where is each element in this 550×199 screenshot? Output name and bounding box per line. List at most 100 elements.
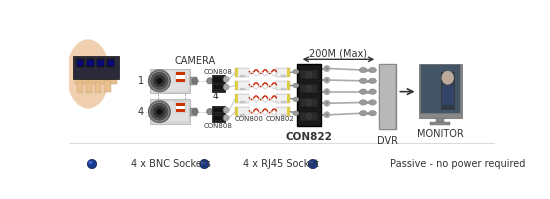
- Bar: [213, 84, 223, 90]
- Bar: [421, 65, 460, 113]
- Ellipse shape: [148, 101, 170, 122]
- Bar: [235, 94, 239, 103]
- Ellipse shape: [359, 89, 367, 94]
- Ellipse shape: [359, 100, 367, 105]
- Bar: [240, 101, 245, 103]
- Text: Passive - no power required: Passive - no power required: [390, 159, 526, 169]
- Bar: [214, 108, 222, 112]
- Ellipse shape: [151, 103, 168, 120]
- Bar: [235, 81, 239, 90]
- Ellipse shape: [306, 72, 312, 78]
- Ellipse shape: [200, 159, 209, 169]
- Bar: [152, 101, 189, 122]
- Bar: [235, 68, 239, 77]
- Bar: [240, 114, 245, 116]
- Ellipse shape: [67, 39, 110, 109]
- Ellipse shape: [368, 67, 376, 73]
- Ellipse shape: [310, 161, 314, 164]
- Ellipse shape: [368, 78, 376, 84]
- Bar: [442, 86, 454, 105]
- Ellipse shape: [306, 99, 312, 105]
- Ellipse shape: [153, 105, 166, 118]
- Bar: [300, 112, 317, 121]
- Bar: [97, 59, 104, 67]
- Bar: [175, 103, 185, 112]
- Bar: [107, 60, 114, 66]
- Bar: [212, 105, 224, 122]
- Bar: [236, 108, 249, 115]
- Bar: [300, 98, 317, 107]
- Ellipse shape: [359, 110, 367, 116]
- Ellipse shape: [151, 72, 168, 89]
- Ellipse shape: [223, 76, 229, 82]
- Bar: [86, 59, 95, 67]
- Bar: [214, 115, 222, 120]
- Bar: [441, 72, 455, 110]
- Text: 4 x RJ45 Socket: 4 x RJ45 Socket: [243, 159, 319, 169]
- Bar: [175, 102, 186, 113]
- Bar: [97, 60, 103, 66]
- Ellipse shape: [223, 115, 229, 121]
- Bar: [281, 101, 286, 103]
- Bar: [240, 88, 245, 90]
- Ellipse shape: [207, 109, 213, 115]
- Ellipse shape: [325, 113, 328, 116]
- Bar: [281, 75, 286, 77]
- Ellipse shape: [306, 113, 312, 119]
- Bar: [240, 75, 245, 77]
- Bar: [235, 107, 249, 116]
- Ellipse shape: [192, 109, 198, 115]
- Bar: [214, 77, 222, 82]
- Ellipse shape: [293, 111, 299, 115]
- Bar: [281, 114, 286, 116]
- Bar: [175, 72, 185, 82]
- Ellipse shape: [359, 78, 367, 84]
- Text: 1: 1: [138, 76, 144, 86]
- Text: 1: 1: [213, 91, 218, 100]
- Bar: [87, 60, 94, 66]
- Bar: [190, 108, 197, 115]
- Bar: [300, 70, 317, 79]
- Ellipse shape: [442, 71, 454, 85]
- Ellipse shape: [325, 67, 328, 70]
- Bar: [235, 107, 239, 116]
- Bar: [277, 108, 290, 115]
- Ellipse shape: [308, 159, 317, 169]
- Bar: [277, 107, 290, 116]
- Bar: [104, 81, 111, 92]
- Bar: [300, 84, 317, 93]
- Bar: [287, 94, 290, 103]
- Ellipse shape: [324, 65, 330, 72]
- Ellipse shape: [325, 102, 328, 105]
- Text: CAMERA: CAMERA: [174, 56, 216, 66]
- Text: CON808: CON808: [204, 123, 233, 129]
- Bar: [95, 82, 101, 93]
- Bar: [419, 64, 461, 118]
- Bar: [236, 68, 249, 76]
- Ellipse shape: [306, 86, 312, 92]
- Text: CON822: CON822: [285, 132, 332, 142]
- Ellipse shape: [368, 100, 376, 105]
- Bar: [77, 60, 84, 66]
- Bar: [287, 68, 290, 77]
- Text: CON808: CON808: [204, 69, 233, 75]
- Ellipse shape: [293, 97, 299, 102]
- Ellipse shape: [293, 83, 299, 88]
- Text: 4 x BNC Sockets: 4 x BNC Sockets: [131, 159, 211, 169]
- Bar: [150, 99, 190, 124]
- Ellipse shape: [87, 159, 97, 169]
- Bar: [76, 59, 84, 67]
- Bar: [75, 76, 117, 84]
- Bar: [287, 107, 290, 116]
- Bar: [436, 118, 444, 122]
- Text: CON802: CON802: [266, 116, 295, 122]
- Bar: [175, 106, 185, 109]
- Bar: [277, 94, 290, 103]
- Text: 4: 4: [138, 107, 144, 117]
- Ellipse shape: [324, 112, 330, 118]
- Bar: [235, 68, 249, 77]
- Ellipse shape: [293, 69, 299, 74]
- Bar: [277, 68, 290, 77]
- Ellipse shape: [156, 109, 163, 115]
- Ellipse shape: [223, 107, 229, 113]
